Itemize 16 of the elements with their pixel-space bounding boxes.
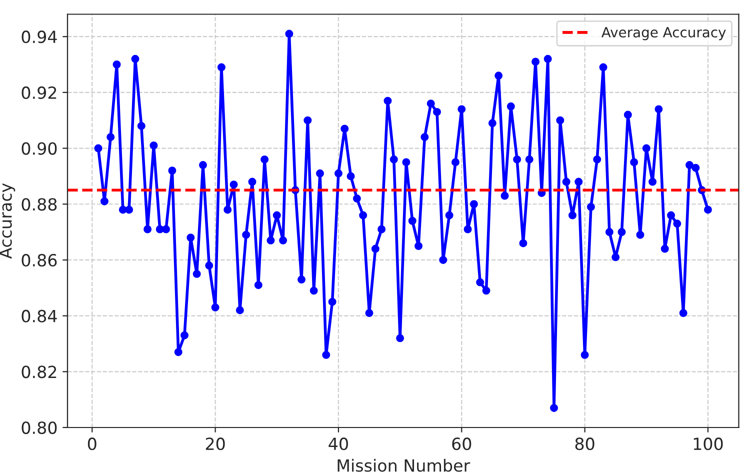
y-tick-label: 0.94: [22, 30, 57, 44]
y-tick-label: 0.92: [22, 86, 56, 99]
x-tick-label: 20: [206, 438, 225, 450]
y-tick-label: 0.90: [22, 142, 57, 155]
x-axis-title: Mission Number: [338, 458, 470, 472]
x-tick-label: 0: [88, 438, 96, 450]
y-tick-label: 0.82: [22, 366, 56, 378]
y-tick-label: 0.88: [22, 198, 57, 211]
x-tick-label: 100: [694, 438, 723, 450]
y-tick-label: 0.84: [22, 310, 57, 322]
y-tick-label: 0.80: [22, 421, 57, 434]
legend-label: Average Accuracy: [601, 27, 726, 40]
x-tick-label: 40: [328, 438, 348, 450]
x-tick-label: 60: [452, 438, 472, 450]
x-tick-label: 80: [575, 438, 594, 450]
y-tick-label: 0.86: [22, 254, 57, 267]
